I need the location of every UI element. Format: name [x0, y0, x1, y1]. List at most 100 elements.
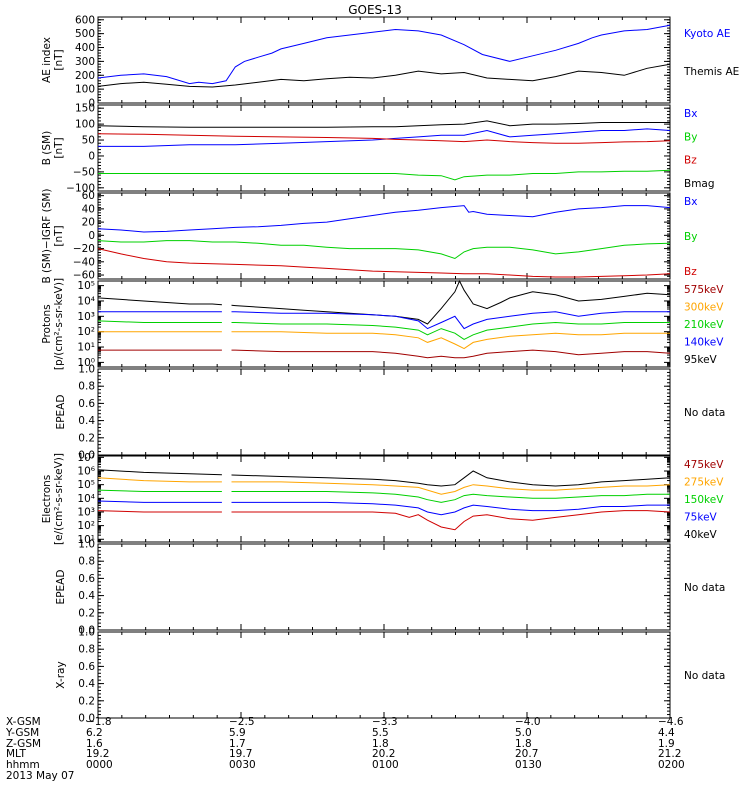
legend-entry: 150keV [684, 494, 724, 506]
ephemeris-value: −4.6 [658, 716, 684, 728]
y-tick-label: 10¹ [77, 534, 95, 546]
ephemeris-value: 1.8 [372, 737, 389, 750]
ephemeris-value: −1.8 [86, 716, 112, 728]
series-line-Bx [98, 128, 671, 147]
panel-ae: 0 100 200 300 400 500 600 AE index [nT] Kyoto AE T… [41, 14, 739, 109]
y-tick-label: 0.8 [78, 556, 95, 568]
y-tick-label: −20 [73, 243, 95, 255]
y-axis-label: AE index [41, 37, 53, 83]
series-line-95keV [231, 349, 671, 359]
series-line-75keV [231, 501, 670, 516]
series-line-40keV [231, 510, 671, 531]
series-line-210keV [231, 321, 670, 340]
y-tick-label: −40 [73, 256, 95, 268]
series-line-140keV [231, 331, 670, 350]
series-line-75keV [97, 500, 222, 503]
ephemeris-value: 4.4 [658, 726, 675, 739]
ephemeris-value: 6.2 [86, 726, 103, 739]
legend-entry: Bx [684, 108, 697, 120]
ephemeris-value: 5.9 [229, 726, 246, 739]
legend-entry: No data [684, 407, 725, 419]
ephemeris-value: 1.9 [658, 737, 675, 750]
y-tick-label: 10³ [77, 506, 95, 518]
y-tick-label: 0 [88, 230, 95, 242]
y-tick-label: 0.4 [78, 415, 95, 427]
y-tick-label: 50 [82, 135, 95, 147]
y-axis-label: X-ray [55, 661, 67, 688]
y-axis-label: [nT] [53, 225, 65, 246]
legend-entry: Themis AE [683, 66, 739, 78]
y-tick-label: 0.2 [78, 432, 95, 444]
y-tick-label: 300 [75, 56, 95, 68]
y-tick-label: 0.6 [78, 573, 95, 585]
y-tick-label: 0 [88, 150, 95, 162]
ephemeris-value: 19.2 [86, 748, 110, 761]
y-axis-label: [nT] [53, 49, 65, 70]
y-tick-label: 10⁵ [77, 280, 95, 292]
panel-xray: 0.0 0.2 0.4 0.6 0.8 1.0 X-ray No data [55, 627, 725, 725]
series-line-575keV [97, 297, 222, 306]
y-tick-label: 0.6 [78, 661, 95, 673]
y-axis-label: Electrons [41, 475, 53, 524]
ephemeris-value: 0130 [515, 759, 542, 772]
y-tick-label: 200 [75, 70, 95, 82]
y-tick-label: 0.0 [78, 713, 95, 725]
legend-entry: Bz [684, 155, 697, 167]
ephemeris-value: 1.8 [515, 737, 532, 750]
y-tick-label: 10¹ [77, 342, 95, 354]
ephemeris-row-label: MLT [6, 748, 26, 761]
panel-protons: 10⁰ 10¹ 10² 10³ 10⁴ 10⁵ Protons [p/(cm²-s-sr-ke… [41, 278, 724, 370]
ephemeris-value: 1.7 [229, 737, 246, 750]
y-tick-label: 10⁶ [77, 466, 95, 478]
ephemeris-value: 5.5 [372, 726, 389, 739]
panel-frame [97, 368, 671, 456]
ephemeris-value: 19.7 [229, 748, 253, 761]
panel-frame [97, 104, 671, 192]
panel-bsm: −100 −50 0 50 100 150 B (SM) [nT] Bx By Bz Bmag [41, 103, 715, 195]
panel-frame [97, 455, 671, 543]
y-tick-label: 10⁵ [77, 479, 95, 491]
panel-frame [97, 543, 671, 631]
y-tick-label: 1.0 [78, 364, 95, 376]
y-tick-label: 10⁴ [77, 493, 95, 505]
y-tick-label: −100 [66, 182, 95, 194]
series-line-150keV [231, 491, 670, 503]
y-axis-label: B (SM) [41, 131, 53, 165]
ephemeris-value: 1.6 [86, 737, 103, 750]
y-tick-label: 500 [75, 28, 95, 40]
legend-entry: 575keV [684, 284, 724, 296]
y-tick-label: 0.2 [78, 695, 95, 707]
legend-entry: Bz [684, 266, 697, 278]
ephemeris-row-label: Z-GSM [6, 737, 42, 750]
y-axis-label: EPEAD [55, 395, 67, 430]
y-tick-label: 0 [88, 98, 95, 110]
panel-frame [97, 631, 671, 719]
legend-entry: 140keV [684, 337, 724, 349]
legend-entry: 210keV [684, 319, 724, 331]
series-line-475keV [231, 470, 671, 487]
y-tick-label: 20 [82, 217, 95, 229]
legend-entry: 300keV [684, 302, 724, 314]
y-axis-label: B (SM)−IGRF (SM) [41, 188, 53, 283]
y-tick-label: 150 [75, 103, 95, 115]
ephemeris-value: −4.0 [515, 716, 541, 728]
y-axis-label: [e/(cm²-s-sr-keV)] [53, 453, 65, 545]
legend-entry: 275keV [684, 477, 724, 489]
series-line-Kyoto AE [97, 24, 671, 85]
panel-frame [97, 192, 671, 280]
ephemeris-value: −2.5 [229, 716, 255, 728]
y-tick-label: 100 [75, 119, 95, 131]
y-tick-label: 0.2 [78, 607, 95, 619]
panel-frame [97, 16, 671, 104]
panel-epead1: 0.0 0.2 0.4 0.6 0.8 1.0 EPEAD No data [55, 364, 725, 462]
ephemeris-row-label: Y-GSM [6, 726, 40, 739]
series-line-275keV [97, 477, 222, 483]
series-line-Bmag [97, 120, 670, 128]
y-tick-label: 10² [77, 326, 95, 338]
series-line-By [98, 169, 671, 181]
y-axis-label: [p/(cm²-s-sr-keV)] [53, 278, 65, 370]
